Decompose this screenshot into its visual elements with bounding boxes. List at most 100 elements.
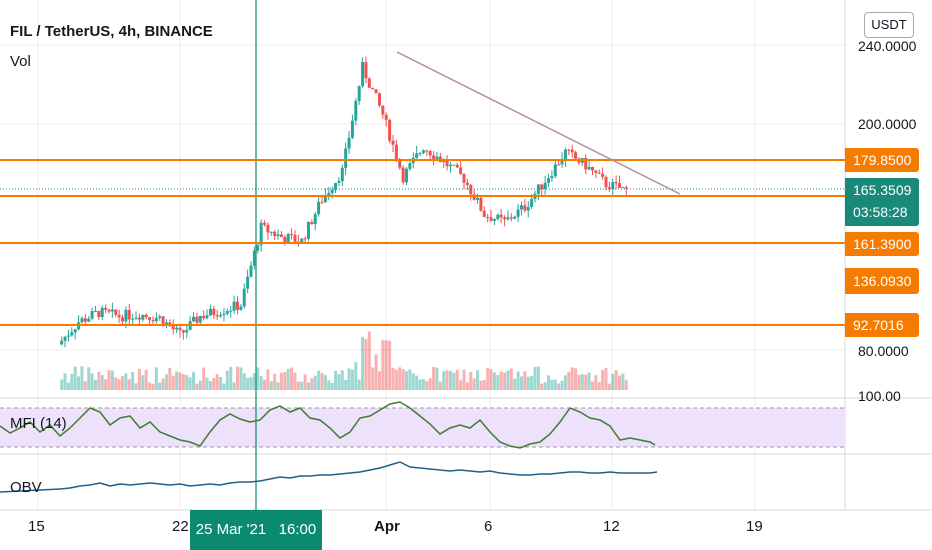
volume-bar [391, 367, 395, 390]
candle-body [178, 327, 182, 331]
candle-body [148, 317, 152, 320]
volume-bar [418, 379, 422, 390]
descending-trendline[interactable] [396, 51, 681, 195]
currency-button[interactable]: USDT [864, 12, 914, 38]
volume-bar [452, 372, 456, 390]
candle-body [83, 318, 87, 322]
candle-body [127, 309, 131, 320]
volume-bar [428, 378, 432, 390]
candle-body [100, 307, 104, 317]
candle-body [219, 314, 223, 317]
time-tick-12: 12 [603, 518, 620, 535]
candle-body [249, 265, 253, 277]
volume-bar [438, 381, 442, 390]
volume-bar [296, 381, 300, 390]
candle-body [252, 250, 256, 266]
volume-bar [225, 370, 229, 390]
candle-body [344, 148, 348, 168]
candle-body [405, 168, 409, 183]
candle-body [543, 182, 547, 190]
volume-bar [476, 370, 480, 390]
volume-bar [256, 367, 260, 390]
volume-bar [205, 377, 209, 390]
time-tick-apr: Apr [374, 518, 400, 535]
volume-bar [371, 367, 375, 390]
volume-bar [330, 382, 334, 390]
candle-body [567, 149, 571, 151]
volume-bar [334, 370, 338, 390]
volume-bar [594, 375, 598, 390]
volume-bar [290, 367, 294, 390]
candle-body [290, 234, 294, 236]
candle-body [472, 194, 476, 200]
volume-bar [141, 375, 145, 390]
candle-body [259, 222, 263, 246]
obv-label[interactable]: OBV [10, 479, 42, 496]
candle-body [279, 234, 283, 238]
volume-bar [577, 374, 581, 390]
candle-body [242, 288, 246, 307]
candle-body [66, 335, 70, 337]
volume-bar [178, 372, 182, 390]
volume-bar [482, 379, 486, 390]
candle-body [465, 182, 469, 185]
time-tick-15: 15 [28, 518, 45, 535]
volume-bar [151, 383, 155, 390]
candle-body [513, 216, 517, 219]
horizontal-levels [0, 159, 845, 326]
volume-bar [364, 339, 368, 390]
volume-bar [107, 370, 111, 390]
volume-bar [519, 376, 523, 390]
volume-bar [192, 371, 196, 390]
candle-body [286, 234, 290, 243]
volume-bar [377, 371, 381, 390]
candle-body [340, 167, 344, 182]
volume-bar [148, 382, 152, 390]
volume-bar [266, 369, 270, 390]
candle-body [611, 182, 615, 190]
volume-bar [408, 369, 412, 390]
volume-bar [496, 374, 500, 390]
volume-bar [587, 372, 591, 390]
mfi-label[interactable]: MFI (14) [10, 415, 67, 432]
volume-bar [168, 367, 172, 390]
current-price-label: 165.3509 03:58:28 [845, 178, 919, 226]
candle-body [276, 234, 280, 237]
volume-bar [154, 367, 158, 390]
volume-bar [344, 379, 348, 390]
candle-body [175, 327, 179, 330]
volume-bar [300, 381, 304, 390]
volume-bar [621, 373, 625, 390]
volume-bar [104, 379, 108, 390]
candle-body [601, 173, 605, 177]
candle-body [452, 164, 456, 166]
volume-bar [246, 377, 250, 390]
volume-bar [489, 369, 493, 390]
volume-bar [222, 383, 226, 390]
candle-body [225, 311, 229, 314]
volume-bar [242, 373, 246, 390]
candle-body [489, 217, 493, 221]
mfi-band [0, 408, 845, 447]
volume-bar [374, 354, 378, 390]
volume-axis-tick: 100.00 [858, 388, 901, 404]
volume-bar [503, 372, 507, 390]
candle-body [293, 234, 297, 242]
candle-body [357, 86, 361, 102]
candle-body [114, 309, 118, 315]
volume-bar [306, 382, 310, 390]
volume-bar [212, 378, 216, 390]
candle-body [151, 319, 155, 322]
volume-bar [313, 375, 317, 390]
candle-body [570, 149, 574, 153]
candle-body [334, 182, 338, 190]
volume-bar [73, 366, 77, 390]
candle-body [350, 120, 354, 138]
candle-body [499, 214, 503, 218]
candle-body [266, 224, 270, 233]
candle-body [398, 159, 402, 168]
candle-body [482, 210, 486, 217]
candle-body [229, 310, 233, 312]
volume-bar [499, 371, 503, 390]
